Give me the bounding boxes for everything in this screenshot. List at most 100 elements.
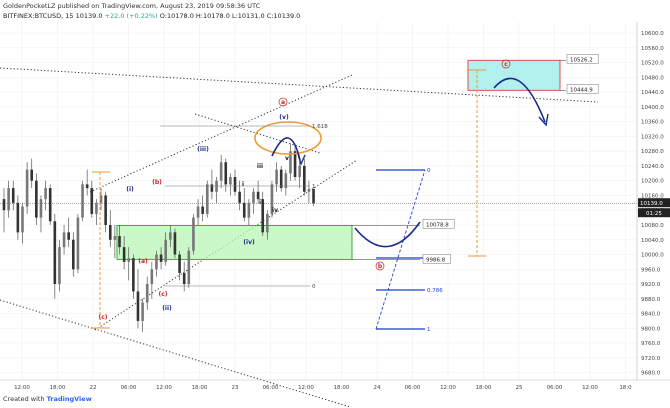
fib-label-1: 1 (312, 184, 316, 190)
candle-body (95, 202, 98, 214)
x-tick-label: 06:00 (121, 385, 137, 391)
x-tick-label: 18:00 (192, 385, 208, 391)
candle-body (312, 188, 315, 204)
target-label-top-bg (566, 54, 599, 64)
target-label-top: 10526.2 (570, 57, 593, 63)
wave-b-circle: b (378, 263, 383, 270)
footer: Created with TradingView (3, 395, 92, 403)
candle-body (164, 239, 167, 262)
countdown-bg (638, 208, 670, 218)
candle-body (298, 165, 301, 178)
symbol[interactable]: BITFINEX:BTCUSD, 15 (3, 12, 74, 20)
y-tick-label: 10480.0 (641, 75, 664, 81)
candle-body (62, 232, 66, 248)
ohlc-values: O:10178.0 H:10178.0 L:10131.0 C:10139.0 (159, 12, 301, 20)
y-tick-label: 10160.0 (641, 193, 664, 199)
candle-body (122, 247, 126, 262)
y-tick-label: 9800.0 (641, 326, 661, 332)
candle-body (256, 191, 260, 200)
x-tick-label: 25 (516, 385, 523, 391)
candle-body (104, 195, 107, 225)
candle-body (173, 232, 177, 255)
candle-body (7, 188, 10, 211)
x-tick-label: 12:00 (298, 385, 314, 391)
wave-b-circle-circle (375, 261, 385, 271)
y-tick-label: 10360.0 (641, 120, 664, 126)
y-tick-label: 10240.0 (641, 164, 664, 170)
wave-i-paren: (i) (126, 186, 134, 193)
candle-body (21, 206, 24, 233)
y-tick-label: 9960.0 (641, 267, 661, 273)
zone-label-top-bg (422, 219, 455, 229)
target-label-bottom-bg (566, 84, 599, 94)
y-tick-label: 10320.0 (641, 134, 664, 140)
y-tick-label: 10520.0 (641, 61, 664, 67)
zone-label-bottom: 9986.8 (426, 257, 446, 263)
x-tick-label: 18:00 (334, 385, 350, 391)
arrow-head-3 (538, 113, 549, 127)
publish-info: GoldenPocketLZ published on TradingView.… (3, 2, 260, 10)
last-price-bg (638, 198, 670, 208)
wave-c-paren: (c) (158, 291, 167, 298)
wave-v-small: v (285, 155, 289, 162)
candle-body (182, 272, 186, 285)
candle-body (25, 169, 29, 207)
channel-upper (89, 74, 353, 193)
candle-body (67, 232, 70, 240)
candle-body (266, 213, 269, 233)
candle-body (113, 236, 117, 240)
target-label-bottom: 10444.9 (570, 87, 593, 93)
price-change: +22.0 (+0.22%) (104, 12, 158, 20)
candle-body (118, 236, 121, 248)
candle-body (53, 221, 57, 285)
candle-body (279, 169, 283, 189)
candle-body (159, 254, 163, 262)
candle-body (289, 151, 292, 174)
candle-body (30, 169, 34, 181)
candle-body (90, 188, 94, 214)
wave-b-paren: (b) (152, 179, 162, 186)
x-tick-label: 24 (374, 385, 381, 391)
author-name[interactable]: GoldenPocketLZ (3, 2, 56, 10)
time-axis[interactable]: 12:00 18:00 22 06:00 12:00 18:00 23 06:00 12:00 1… (0, 379, 670, 391)
zone-label-top: 10078.8 (426, 222, 449, 228)
x-tick-label: 18:00 (476, 385, 492, 391)
candle-body (39, 199, 43, 218)
candle-body (76, 217, 80, 270)
candle-body (275, 169, 278, 185)
x-tick-label: 12:00 (14, 385, 30, 391)
wave-labels: 1.6180100.6180.786110078.89986.810526.21… (98, 54, 599, 333)
wave-v: (v) (279, 114, 289, 121)
candle-body (205, 184, 209, 214)
x-tick-label: 12:00 (156, 385, 172, 391)
symbol-info: BITFINEX:BTCUSD, 15 10139.0 +22.0 (+0.22… (3, 12, 300, 20)
wave-a-paren: (a) (138, 258, 148, 265)
y-tick-label: 9680.0 (641, 371, 661, 377)
orange-ellipse (254, 121, 322, 155)
candle-body (72, 239, 75, 270)
price-axis[interactable]: 9680.0 9720.0 9760.0 9800.0 9840.0 9880.0 9920… (636, 22, 670, 380)
wave-iii-paren: (iii) (197, 146, 209, 153)
candle-body (307, 188, 311, 192)
candle-body (48, 188, 52, 222)
fib-blue-label-0: 0 (427, 168, 431, 174)
candle-body (136, 291, 140, 321)
upper-trendline (0, 67, 599, 103)
candle-body (127, 258, 131, 262)
candle-body (178, 254, 181, 273)
candle-body (293, 151, 297, 178)
wave-c-circle: c (504, 61, 508, 68)
candles (2, 143, 315, 333)
candle-body (81, 184, 84, 218)
y-tick-label: 10280.0 (641, 149, 664, 155)
last-price-label: 10139.0 (640, 201, 663, 207)
drawings (92, 69, 549, 330)
candle-body (261, 199, 265, 233)
candle-body (11, 188, 15, 203)
candle-body (150, 269, 154, 285)
candle-body (303, 165, 306, 192)
y-tick-label: 9720.0 (641, 356, 661, 362)
wave-iii: iii (257, 163, 263, 170)
tradingview-logo-text[interactable]: TradingView (46, 395, 92, 403)
